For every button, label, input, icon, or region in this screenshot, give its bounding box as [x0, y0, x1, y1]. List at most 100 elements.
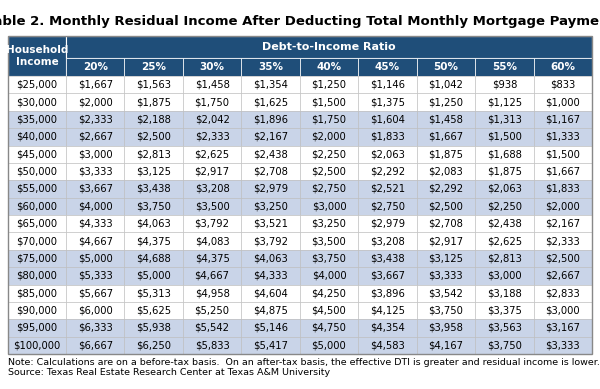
Text: 55%: 55%: [492, 62, 517, 72]
Bar: [416, 284, 475, 302]
Text: $40,000: $40,000: [17, 132, 58, 142]
Bar: [66, 267, 124, 284]
Text: $5,000: $5,000: [78, 254, 113, 263]
Text: $2,500: $2,500: [311, 166, 346, 177]
Bar: [358, 58, 416, 76]
Bar: [8, 93, 66, 111]
Bar: [300, 128, 358, 145]
Bar: [533, 76, 592, 93]
Text: $4,333: $4,333: [253, 271, 288, 281]
Bar: [416, 163, 475, 180]
Text: $1,042: $1,042: [428, 80, 463, 90]
Bar: [124, 128, 183, 145]
Text: $85,000: $85,000: [17, 288, 58, 298]
Text: $2,042: $2,042: [194, 114, 230, 124]
Text: $1,313: $1,313: [487, 114, 522, 124]
Text: $5,250: $5,250: [194, 306, 230, 315]
Text: $938: $938: [491, 80, 517, 90]
Text: $1,167: $1,167: [545, 114, 580, 124]
Text: $50,000: $50,000: [17, 166, 58, 177]
Bar: [300, 58, 358, 76]
Bar: [183, 250, 241, 267]
Bar: [241, 145, 300, 163]
Text: $5,000: $5,000: [311, 340, 346, 350]
Text: $5,625: $5,625: [136, 306, 171, 315]
Text: $5,667: $5,667: [77, 288, 113, 298]
Bar: [8, 267, 66, 284]
Text: $1,750: $1,750: [194, 97, 230, 107]
Bar: [300, 76, 358, 93]
Text: $35,000: $35,000: [17, 114, 58, 124]
Text: $1,333: $1,333: [545, 132, 580, 142]
Bar: [533, 180, 592, 198]
Bar: [124, 232, 183, 250]
Text: $2,833: $2,833: [545, 288, 580, 298]
Text: $95,000: $95,000: [16, 323, 58, 333]
Bar: [183, 302, 241, 319]
Text: $2,667: $2,667: [77, 132, 113, 142]
Bar: [8, 336, 66, 354]
Text: $5,333: $5,333: [78, 271, 113, 281]
Text: $4,125: $4,125: [370, 306, 405, 315]
Bar: [533, 302, 592, 319]
Bar: [475, 163, 533, 180]
Bar: [66, 36, 592, 58]
Text: $3,125: $3,125: [136, 166, 171, 177]
Text: $6,333: $6,333: [78, 323, 113, 333]
Bar: [416, 111, 475, 128]
Text: $2,063: $2,063: [487, 184, 522, 194]
Bar: [300, 250, 358, 267]
Bar: [183, 163, 241, 180]
Bar: [358, 198, 416, 215]
Bar: [358, 250, 416, 267]
Text: $2,000: $2,000: [545, 202, 580, 211]
Bar: [533, 284, 592, 302]
Text: $55,000: $55,000: [16, 184, 58, 194]
Text: $5,146: $5,146: [253, 323, 288, 333]
Bar: [358, 76, 416, 93]
Bar: [8, 180, 66, 198]
Bar: [66, 215, 124, 232]
Bar: [241, 215, 300, 232]
Bar: [124, 58, 183, 76]
Text: $2,813: $2,813: [136, 149, 171, 159]
Bar: [358, 267, 416, 284]
Bar: [124, 336, 183, 354]
Text: $3,125: $3,125: [428, 254, 463, 263]
Bar: [358, 180, 416, 198]
Text: 50%: 50%: [433, 62, 458, 72]
Text: $3,521: $3,521: [253, 219, 288, 229]
Text: $2,500: $2,500: [428, 202, 463, 211]
Bar: [475, 128, 533, 145]
Bar: [183, 145, 241, 163]
Text: Household
Income: Household Income: [6, 45, 68, 67]
Bar: [300, 232, 358, 250]
Bar: [533, 128, 592, 145]
Bar: [416, 93, 475, 111]
Bar: [124, 215, 183, 232]
Text: $4,604: $4,604: [253, 288, 288, 298]
Text: $3,438: $3,438: [136, 184, 171, 194]
Text: $4,354: $4,354: [370, 323, 405, 333]
Bar: [300, 267, 358, 284]
Bar: [475, 58, 533, 76]
Text: $1,688: $1,688: [487, 149, 522, 159]
Bar: [124, 145, 183, 163]
Text: $3,667: $3,667: [78, 184, 113, 194]
Text: $4,063: $4,063: [253, 254, 288, 263]
Bar: [66, 180, 124, 198]
Text: $5,833: $5,833: [195, 340, 229, 350]
Bar: [533, 267, 592, 284]
Bar: [183, 58, 241, 76]
Bar: [66, 302, 124, 319]
Text: $3,333: $3,333: [545, 340, 580, 350]
Bar: [533, 250, 592, 267]
Text: $3,542: $3,542: [428, 288, 463, 298]
Text: $2,500: $2,500: [136, 132, 171, 142]
Bar: [533, 58, 592, 76]
Bar: [533, 215, 592, 232]
Text: $60,000: $60,000: [17, 202, 58, 211]
Bar: [533, 198, 592, 215]
Text: $2,292: $2,292: [428, 184, 463, 194]
Bar: [475, 180, 533, 198]
